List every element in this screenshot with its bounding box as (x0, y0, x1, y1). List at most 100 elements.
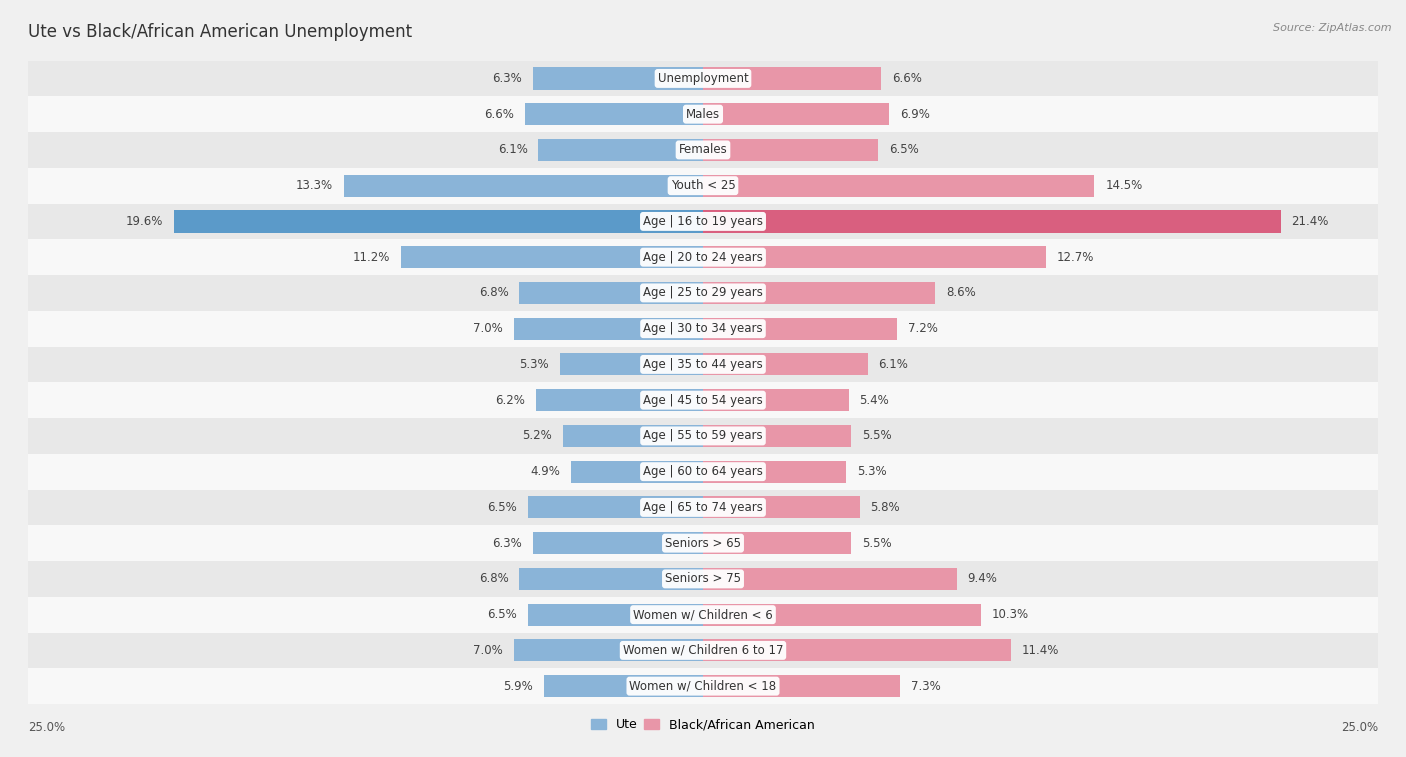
Bar (703, 568, 956, 590)
Bar (28, 633, 1378, 668)
Bar (703, 210, 1281, 232)
Bar (533, 532, 703, 554)
Text: 6.3%: 6.3% (492, 537, 522, 550)
Text: 12.7%: 12.7% (1057, 251, 1094, 263)
Text: 25.0%: 25.0% (28, 721, 65, 734)
Bar (703, 175, 1094, 197)
Bar (533, 67, 703, 89)
Bar (28, 168, 1378, 204)
Text: Age | 30 to 34 years: Age | 30 to 34 years (643, 322, 763, 335)
Bar (703, 603, 981, 626)
Text: 5.2%: 5.2% (522, 429, 551, 442)
Bar (28, 132, 1378, 168)
Text: 11.4%: 11.4% (1022, 644, 1059, 657)
Bar (536, 389, 703, 411)
Bar (28, 239, 1378, 275)
Bar (562, 425, 703, 447)
Text: 5.9%: 5.9% (503, 680, 533, 693)
Bar (703, 246, 1046, 268)
Text: 5.5%: 5.5% (862, 537, 891, 550)
Text: 10.3%: 10.3% (991, 608, 1029, 621)
Text: 4.9%: 4.9% (530, 465, 560, 478)
Text: 6.9%: 6.9% (900, 107, 929, 120)
Text: 19.6%: 19.6% (125, 215, 163, 228)
Text: 6.2%: 6.2% (495, 394, 524, 407)
Bar (344, 175, 703, 197)
Bar (703, 532, 852, 554)
Legend: Ute, Black/African American: Ute, Black/African American (586, 713, 820, 737)
Text: 5.3%: 5.3% (856, 465, 887, 478)
Bar (703, 675, 900, 697)
Text: 5.8%: 5.8% (870, 501, 900, 514)
Bar (703, 389, 849, 411)
Bar (703, 497, 859, 519)
Bar (703, 425, 852, 447)
Text: 6.5%: 6.5% (486, 608, 517, 621)
Bar (703, 460, 846, 483)
Bar (703, 354, 868, 375)
Bar (560, 354, 703, 375)
Text: Ute vs Black/African American Unemployment: Ute vs Black/African American Unemployme… (28, 23, 412, 41)
Text: Age | 20 to 24 years: Age | 20 to 24 years (643, 251, 763, 263)
Bar (28, 561, 1378, 597)
Bar (28, 382, 1378, 418)
Text: 21.4%: 21.4% (1292, 215, 1329, 228)
Text: Youth < 25: Youth < 25 (671, 179, 735, 192)
Bar (524, 103, 703, 125)
Text: 7.2%: 7.2% (908, 322, 938, 335)
Text: Females: Females (679, 143, 727, 157)
Text: Seniors > 75: Seniors > 75 (665, 572, 741, 585)
Bar (28, 347, 1378, 382)
Bar (401, 246, 703, 268)
Bar (28, 61, 1378, 96)
Bar (538, 139, 703, 161)
Text: 6.1%: 6.1% (879, 358, 908, 371)
Text: Age | 45 to 54 years: Age | 45 to 54 years (643, 394, 763, 407)
Text: Women w/ Children < 6: Women w/ Children < 6 (633, 608, 773, 621)
Text: 6.6%: 6.6% (484, 107, 515, 120)
Bar (515, 640, 703, 662)
Bar (703, 139, 879, 161)
Text: Source: ZipAtlas.com: Source: ZipAtlas.com (1274, 23, 1392, 33)
Text: 6.8%: 6.8% (479, 572, 509, 585)
Bar (571, 460, 703, 483)
Bar (28, 418, 1378, 453)
Bar (28, 453, 1378, 490)
Text: 11.2%: 11.2% (353, 251, 389, 263)
Text: 6.3%: 6.3% (492, 72, 522, 85)
Bar (28, 311, 1378, 347)
Text: Women w/ Children < 18: Women w/ Children < 18 (630, 680, 776, 693)
Text: 14.5%: 14.5% (1105, 179, 1143, 192)
Text: 5.3%: 5.3% (519, 358, 550, 371)
Bar (519, 568, 703, 590)
Text: Women w/ Children 6 to 17: Women w/ Children 6 to 17 (623, 644, 783, 657)
Text: 7.3%: 7.3% (911, 680, 941, 693)
Text: 5.4%: 5.4% (859, 394, 890, 407)
Text: 7.0%: 7.0% (474, 322, 503, 335)
Text: Seniors > 65: Seniors > 65 (665, 537, 741, 550)
Text: Age | 25 to 29 years: Age | 25 to 29 years (643, 286, 763, 300)
Text: 8.6%: 8.6% (946, 286, 976, 300)
Text: 6.8%: 6.8% (479, 286, 509, 300)
Text: 6.6%: 6.6% (891, 72, 922, 85)
Text: 7.0%: 7.0% (474, 644, 503, 657)
Bar (703, 67, 882, 89)
Bar (28, 204, 1378, 239)
Bar (703, 103, 889, 125)
Bar (28, 275, 1378, 311)
Text: Age | 55 to 59 years: Age | 55 to 59 years (643, 429, 763, 442)
Bar (544, 675, 703, 697)
Bar (703, 282, 935, 304)
Text: 25.0%: 25.0% (1341, 721, 1378, 734)
Bar (28, 96, 1378, 132)
Text: 9.4%: 9.4% (967, 572, 997, 585)
Text: 13.3%: 13.3% (297, 179, 333, 192)
Text: 6.5%: 6.5% (889, 143, 920, 157)
Bar (703, 640, 1011, 662)
Text: Age | 35 to 44 years: Age | 35 to 44 years (643, 358, 763, 371)
Bar (28, 490, 1378, 525)
Bar (174, 210, 703, 232)
Text: Males: Males (686, 107, 720, 120)
Text: 6.5%: 6.5% (486, 501, 517, 514)
Bar (527, 497, 703, 519)
